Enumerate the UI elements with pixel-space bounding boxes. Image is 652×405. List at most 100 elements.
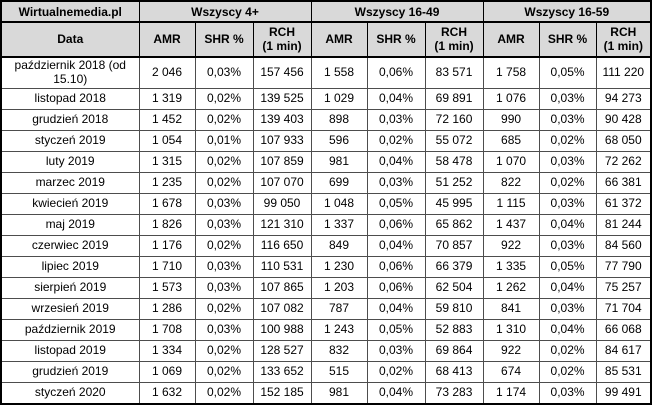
value-cell: 152 185 [252, 381, 312, 405]
value-cell: 849 [310, 234, 368, 257]
value-cell: 0,03% [538, 150, 597, 173]
column-header-amr: AMR [310, 21, 368, 58]
summary-value: 79 804 [595, 402, 652, 405]
value-cell: 1 048 [310, 192, 368, 215]
value-cell: 59 810 [424, 297, 484, 320]
value-cell: 922 [482, 234, 540, 257]
value-cell: 133 652 [252, 360, 312, 383]
value-cell: 0,02% [194, 234, 254, 257]
column-header-shr: SHR % [366, 21, 426, 58]
value-cell: 1 230 [310, 255, 368, 278]
value-cell: 72 160 [424, 108, 484, 131]
value-cell: 111 220 [595, 56, 652, 89]
date-cell: sierpień 2019 [0, 276, 140, 299]
value-cell: 1 708 [138, 318, 196, 341]
value-cell: 0,05% [538, 56, 597, 89]
value-cell: 990 [482, 108, 540, 131]
value-cell: 0,03% [194, 213, 254, 236]
value-cell: 1 076 [482, 87, 540, 110]
table-row: styczeń 2019 1 054 0,01% 107 933 596 0,02% 55 … [0, 129, 652, 152]
value-cell: 0,02% [538, 171, 597, 194]
table-row: październik 2019 1 708 0,03% 100 988 1 243 0,… [0, 318, 652, 341]
date-cell: grudzień 2018 [0, 108, 140, 131]
value-cell: 787 [310, 297, 368, 320]
value-cell: 0,03% [538, 108, 597, 131]
date-cell: grudzień 2019 [0, 360, 140, 383]
value-cell: 73 283 [424, 381, 484, 405]
column-header-rch: RCH (1 min) [252, 21, 312, 58]
date-cell: czerwiec 2019 [0, 234, 140, 257]
table-row: listopad 2018 1 319 0,02% 139 525 1 029 0,04%… [0, 87, 652, 110]
value-cell: 832 [310, 339, 368, 362]
value-cell: 0,03% [366, 171, 426, 194]
value-cell: 0,05% [366, 318, 426, 341]
value-cell: 70 857 [424, 234, 484, 257]
value-cell: 1 029 [310, 87, 368, 110]
value-cell: 116 650 [252, 234, 312, 257]
value-cell: 1 573 [138, 276, 196, 299]
value-cell: 139 525 [252, 87, 312, 110]
table-row: kwiecień 2019 1 678 0,03% 99 050 1 048 0,05% 4… [0, 192, 652, 215]
date-cell: styczeń 2020 [0, 381, 140, 405]
value-cell: 157 456 [252, 56, 312, 89]
value-cell: 0,02% [194, 297, 254, 320]
value-cell: 99 491 [595, 381, 652, 405]
value-cell: 841 [482, 297, 540, 320]
value-cell: 685 [482, 129, 540, 152]
value-cell: 0,02% [194, 339, 254, 362]
table-row: marzec 2019 1 235 0,02% 107 070 699 0,03% 51 2… [0, 171, 652, 194]
value-cell: 121 310 [252, 213, 312, 236]
value-cell: 1 826 [138, 213, 196, 236]
value-cell: 1 319 [138, 87, 196, 110]
summary-value: 120 107 [252, 402, 312, 405]
value-cell: 0,03% [194, 255, 254, 278]
date-cell: październik 2019 [0, 318, 140, 341]
value-cell: 1 758 [482, 56, 540, 89]
date-cell: listopad 2018 [0, 87, 140, 110]
value-cell: 0,02% [194, 360, 254, 383]
value-cell: 68 413 [424, 360, 484, 383]
value-cell: 107 070 [252, 171, 312, 194]
value-cell: 1 558 [310, 56, 368, 89]
value-cell: 0,04% [366, 381, 426, 405]
value-cell: 1 632 [138, 381, 196, 405]
value-cell: 45 995 [424, 192, 484, 215]
value-cell: 0,03% [194, 192, 254, 215]
value-cell: 0,02% [538, 360, 597, 383]
value-cell: 0,05% [538, 255, 597, 278]
value-cell: 674 [482, 360, 540, 383]
value-cell: 66 068 [595, 318, 652, 341]
date-cell: luty 2019 [0, 150, 140, 173]
brand-title: Wirtualnemedia.pl [0, 0, 140, 23]
value-cell: 822 [482, 171, 540, 194]
value-cell: 0,04% [366, 150, 426, 173]
value-cell: 66 379 [424, 255, 484, 278]
value-cell: 1 334 [138, 339, 196, 362]
value-cell: 1 235 [138, 171, 196, 194]
value-cell: 1 286 [138, 297, 196, 320]
value-cell: 99 050 [252, 192, 312, 215]
value-cell: 0,03% [538, 381, 597, 405]
value-cell: 981 [310, 381, 368, 405]
value-cell: 0,02% [366, 129, 426, 152]
table-row: lipiec 2019 1 710 0,03% 110 531 1 230 0,06% 66… [0, 255, 652, 278]
value-cell: 52 883 [424, 318, 484, 341]
date-cell: wrzesień 2019 [0, 297, 140, 320]
value-cell: 107 082 [252, 297, 312, 320]
date-cell: kwiecień 2019 [0, 192, 140, 215]
value-cell: 0,02% [366, 360, 426, 383]
table-row: wrzesień 2019 1 286 0,02% 107 082 787 0,04% 59… [0, 297, 652, 320]
value-cell: 0,02% [538, 129, 597, 152]
value-cell: 0,03% [366, 339, 426, 362]
table-row: sierpień 2019 1 573 0,03% 107 865 1 203 0,06%… [0, 276, 652, 299]
value-cell: 596 [310, 129, 368, 152]
value-cell: 85 531 [595, 360, 652, 383]
value-cell: 69 864 [424, 339, 484, 362]
value-cell: 66 381 [595, 171, 652, 194]
group-header-wszyscy-4plus: Wszyscy 4+ [138, 0, 312, 23]
table-row: październik 2018 (od 15.10) 2 046 0,03% 157… [0, 56, 652, 89]
value-cell: 922 [482, 339, 540, 362]
value-cell: 0,04% [538, 276, 597, 299]
table-body: październik 2018 (od 15.10) 2 046 0,03% 157… [0, 56, 652, 405]
